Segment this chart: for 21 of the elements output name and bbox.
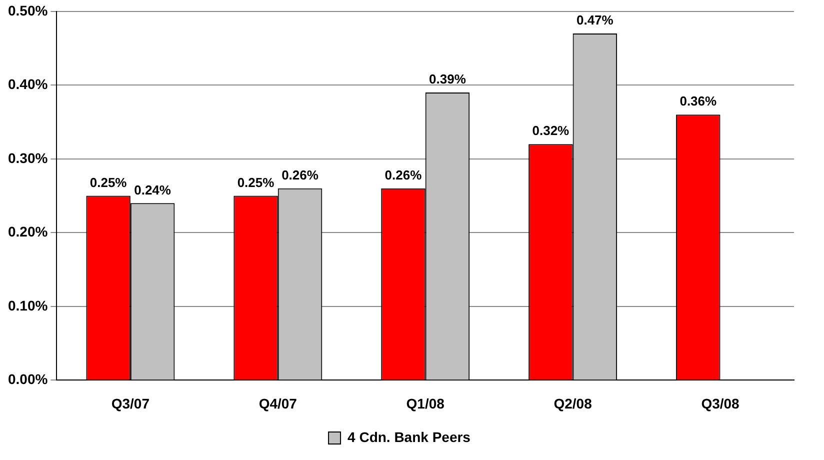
- x-tick-label: Q1/08: [406, 395, 445, 412]
- x-tick-label: Q3/07: [111, 395, 150, 412]
- data-label: 0.26%: [384, 168, 422, 182]
- y-tick-label: 0.00%: [8, 371, 48, 388]
- data-label: 0.25%: [90, 174, 128, 190]
- data-label: 0.25%: [237, 174, 275, 190]
- y-tick-label: 0.30%: [8, 150, 48, 166]
- y-tick-label: 0.20%: [8, 224, 48, 240]
- data-label: 0.36%: [680, 94, 718, 109]
- data-label: 0.26%: [282, 168, 319, 182]
- x-tick-label: Q2/08: [554, 395, 592, 412]
- data-label: 0.32%: [532, 123, 570, 138]
- data-label: 0.24%: [134, 182, 172, 198]
- x-tick-label: Q3/08: [701, 395, 740, 412]
- y-tick-label: 0.10%: [8, 297, 48, 314]
- legend-label: 4 Cdn. Bank Peers: [348, 428, 471, 445]
- y-tick-label: 0.40%: [8, 76, 48, 92]
- x-tick-label: Q4/07: [258, 395, 298, 412]
- data-label: 0.39%: [429, 72, 466, 87]
- data-label: 0.47%: [576, 12, 614, 28]
- y-tick-label: 0.50%: [8, 2, 48, 18]
